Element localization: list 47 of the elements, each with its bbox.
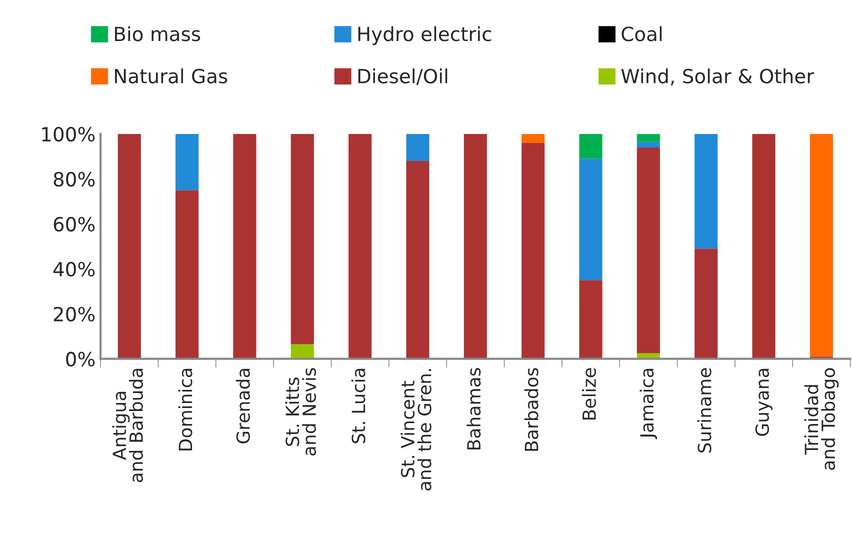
x-tick-label: Antigua and Barbuda [112,368,144,482]
x-tick-label: St. Lucia [351,368,366,444]
x-tick-label: St. Kitts and Nevis [285,368,316,456]
legend-label: Coal [622,26,662,42]
x-tick-label: Dominica [178,368,192,450]
bar [348,134,372,359]
legend-label: Natural Gas [115,68,228,84]
bar [406,134,430,161]
x-tick-label: Bahamas [466,368,481,450]
bar [579,280,602,359]
x-tick-label: Grenada [236,368,250,444]
x-tick-label: Trinidad and Tobago [804,368,839,470]
x-tick-label: St. Vincent and the Gren. [400,369,432,490]
bar [118,134,141,359]
bar [290,344,314,359]
y-tick-label: 80% [54,172,95,187]
legend-label: Hydro electric [358,26,492,46]
bar [752,134,776,359]
x-tick-label: Suriname [697,368,712,453]
x-tick-label: Jamaica [640,368,658,440]
legend-label: Wind, Solar & Other [621,68,814,86]
bar [636,142,660,148]
bar [579,134,602,159]
y-tick-label: 60% [54,216,95,232]
bar [522,142,545,359]
legend-label: Diesel/Oil [358,68,448,85]
bar [636,134,660,142]
bar [406,160,430,359]
bar [464,134,487,359]
y-tick-label: 0% [66,352,95,367]
bar [636,147,660,354]
y-tick-label: 100% [42,126,95,142]
bar [810,134,833,357]
bar [694,134,718,249]
y-tick-label: 40% [53,262,95,277]
bar [522,134,545,143]
x-tick-label: Belize [582,368,596,420]
y-tick-label: 20% [54,306,95,322]
x-tick-label: Barbados [524,368,538,451]
bar [290,134,314,344]
legend-label: Bio mass [115,26,200,42]
bar [694,248,718,359]
bar [233,134,256,359]
bar [579,158,602,280]
bar [176,134,199,190]
bar [176,190,199,359]
x-tick-label: Guyana [755,368,773,436]
